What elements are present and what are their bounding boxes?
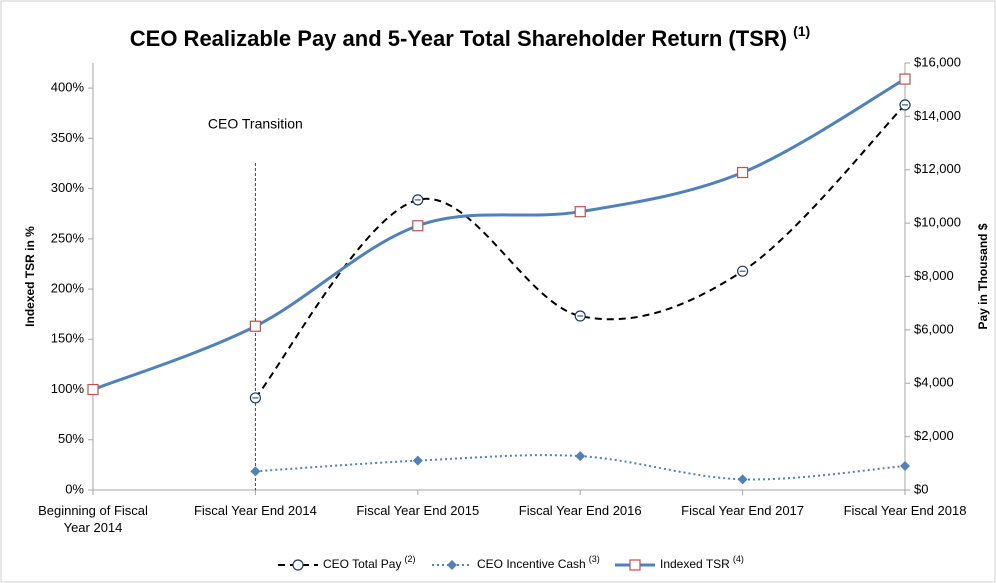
legend-name: CEO Incentive Cash <box>477 557 586 571</box>
y2-axis-title: Pay in Thousand $ <box>976 223 990 329</box>
data-point <box>900 460 910 471</box>
x-tick-label: Fiscal Year End 2016 <box>518 503 642 518</box>
legend-note: (3) <box>589 554 600 564</box>
legend-marker <box>447 560 457 570</box>
y2-tick-label: $12,000 <box>914 161 961 176</box>
y2-tick-label: $6,000 <box>914 321 954 336</box>
legend-item: CEO Total Pay (2) <box>278 554 415 571</box>
data-point <box>412 220 424 232</box>
legend-label: CEO Incentive Cash (3) <box>477 554 600 571</box>
x-tick-label: Fiscal Year End 2015 <box>356 503 480 518</box>
legend-marker <box>292 559 304 571</box>
title-note: (1) <box>793 23 810 39</box>
legend-name: CEO Total Pay <box>323 557 401 571</box>
y2-tick-label: $16,000 <box>914 54 961 69</box>
y2-tick-label: $10,000 <box>914 215 961 230</box>
y-tick-label: 250% <box>51 230 85 245</box>
y-tick-label: 300% <box>51 180 85 195</box>
data-point <box>899 73 911 85</box>
legend-label: CEO Total Pay (2) <box>323 554 415 571</box>
y2-tick-label: $4,000 <box>914 375 954 390</box>
data-point <box>737 474 748 485</box>
legend-name: Indexed TSR <box>660 557 730 571</box>
y-tick-label: 150% <box>51 331 85 346</box>
series-line <box>254 104 906 399</box>
x-tick-label: Fiscal Year End 2018 <box>843 503 967 518</box>
data-point <box>249 320 261 332</box>
x-tick-label: Fiscal Year End 2017 <box>681 503 805 518</box>
y-tick-label: 400% <box>51 80 85 95</box>
data-point <box>736 166 749 179</box>
title-text: CEO Realizable Pay and 5-Year Total Shar… <box>130 26 787 51</box>
legend-label: Indexed TSR (4) <box>660 554 744 571</box>
y-tick-label: 0% <box>65 481 84 496</box>
legend-note: (4) <box>733 554 744 564</box>
y-tick-label: 350% <box>51 130 85 145</box>
y2-tick-label: $2,000 <box>914 428 954 443</box>
y-axis-title: Indexed TSR in % <box>23 226 37 327</box>
legend-item: CEO Incentive Cash (3) <box>432 554 600 571</box>
legend-note: (2) <box>404 554 415 564</box>
y2-tick-label: $0 <box>914 481 928 496</box>
y-tick-label: 100% <box>51 381 85 396</box>
y2-tick-label: $14,000 <box>914 108 961 123</box>
data-point <box>412 455 423 466</box>
y-tick-label: 200% <box>51 280 85 295</box>
data-point <box>575 451 586 462</box>
legend-item: Indexed TSR (4) <box>615 554 744 571</box>
data-point <box>250 466 261 477</box>
data-point <box>87 383 99 396</box>
y2-tick-label: $8,000 <box>914 268 954 283</box>
data-point <box>574 206 586 218</box>
x-tick-label: Fiscal Year End 2014 <box>193 503 317 518</box>
series-line <box>92 77 906 391</box>
legend-marker <box>629 559 641 571</box>
y-tick-label: 50% <box>58 431 84 446</box>
annotation: CEO Transition <box>208 116 303 132</box>
chart-title: CEO Realizable Pay and 5-Year Total Shar… <box>130 23 810 51</box>
x-tick-label: Beginning of Fiscal Year 2014 <box>38 503 148 535</box>
